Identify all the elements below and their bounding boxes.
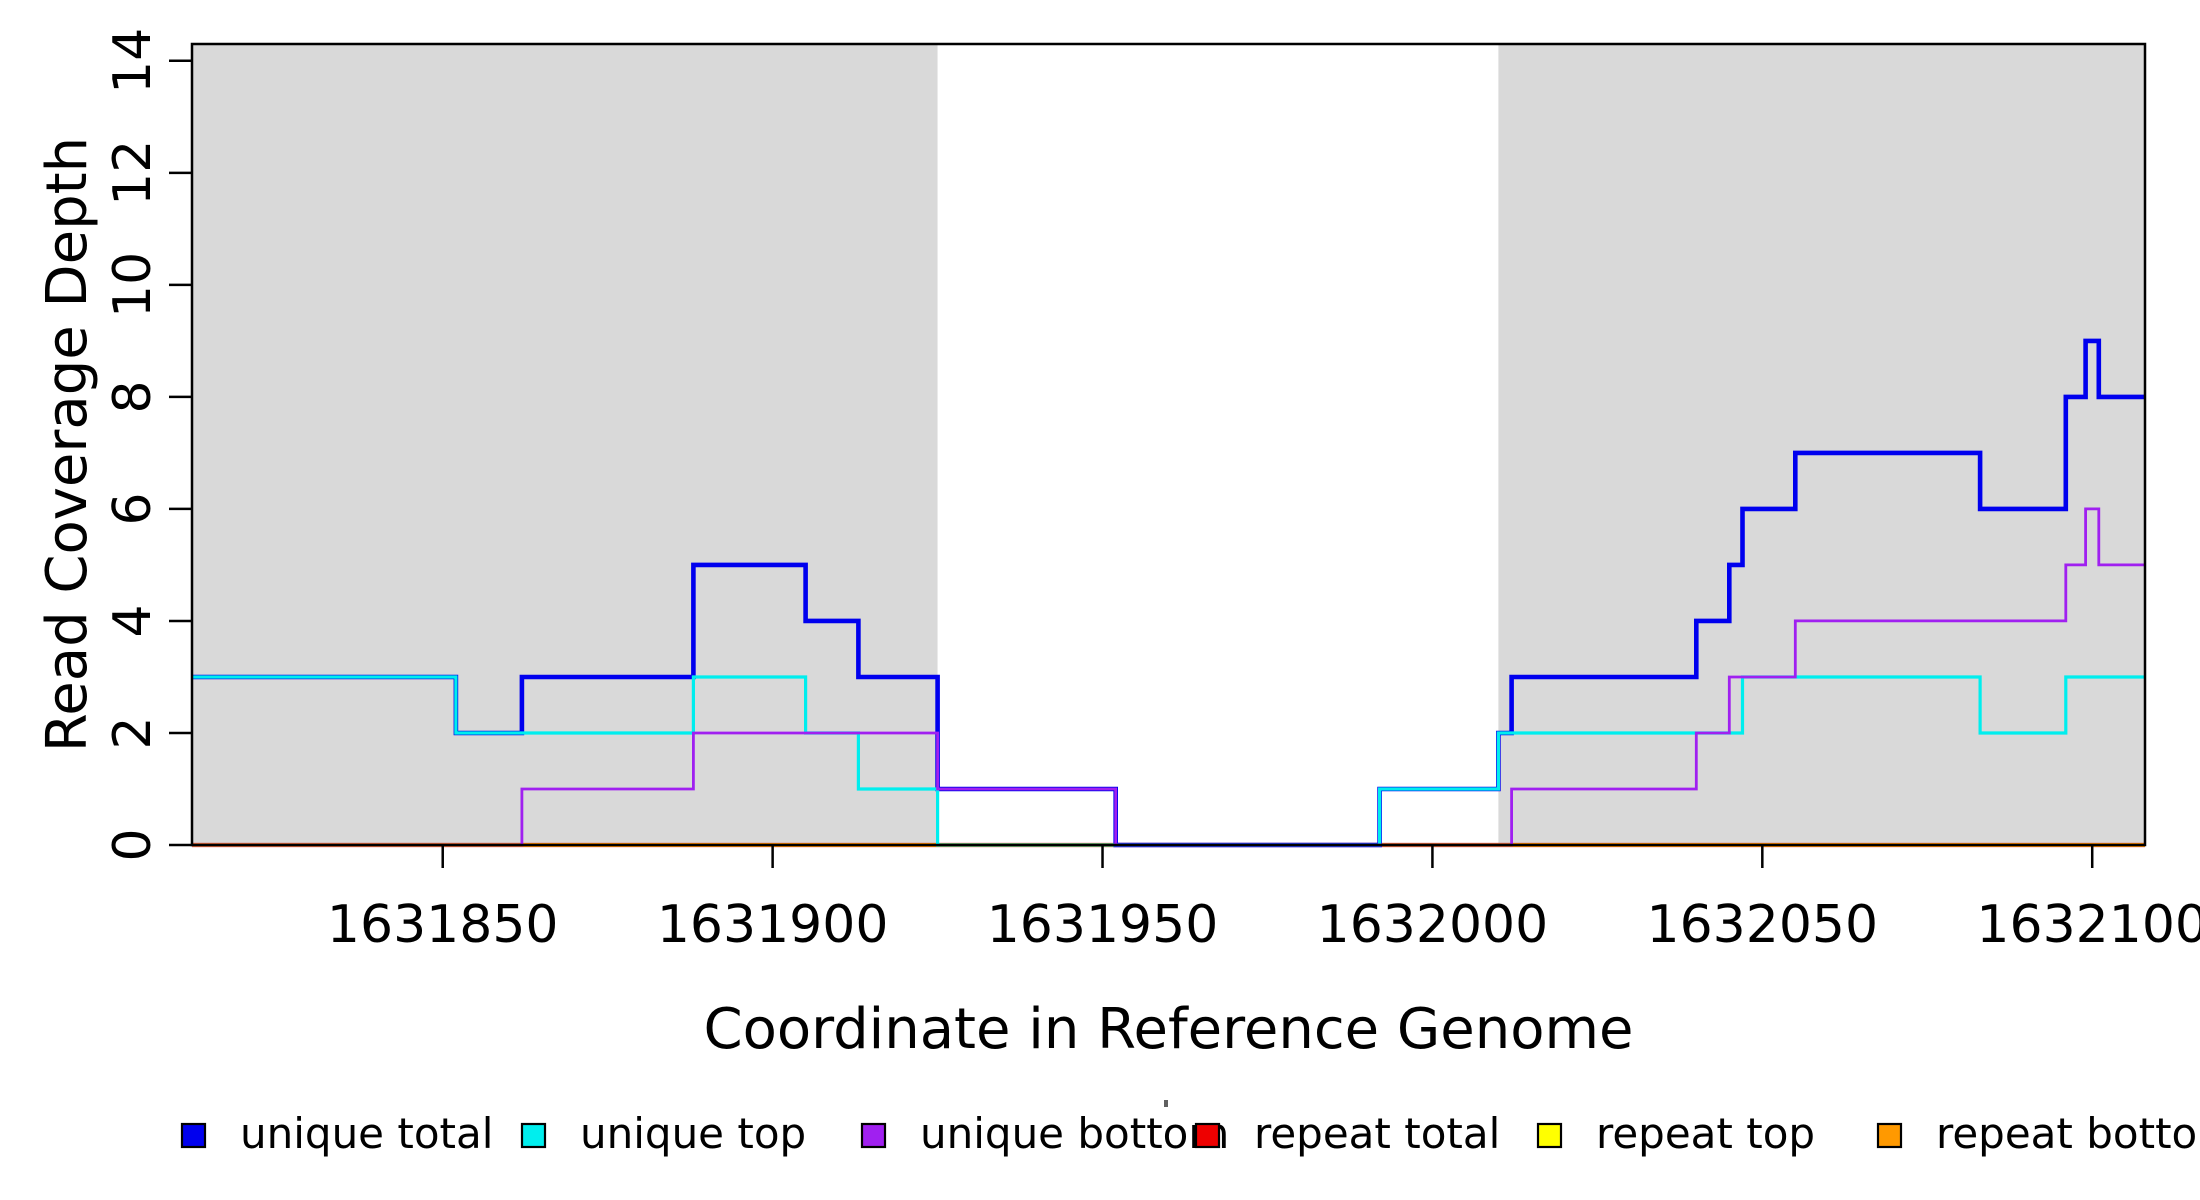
- legend-label: repeat total: [1254, 1109, 1500, 1158]
- y-tick-label: 8: [103, 380, 163, 413]
- repeat-bottom-swatch: [1876, 1122, 1903, 1149]
- shaded-region: [192, 44, 938, 845]
- y-axis-title: Read Coverage Depth: [35, 137, 100, 752]
- shaded-regions: [192, 44, 2145, 845]
- x-tick-label: 1631900: [657, 895, 889, 955]
- x-axis: 1631850 1631900 1631950 1632000 1632050 16321…: [327, 845, 2200, 955]
- y-tick-label: 4: [103, 604, 163, 637]
- y-tick-label: 6: [103, 492, 163, 525]
- legend-item-repeat-top: repeat top: [1536, 1109, 1815, 1158]
- unique-bottom-swatch: [860, 1122, 887, 1149]
- x-tick-label: 1631850: [327, 895, 559, 955]
- x-tick-label: 1632000: [1317, 895, 1549, 955]
- repeat-total-swatch: [1194, 1122, 1221, 1149]
- legend: unique total unique top unique bottom re…: [180, 1100, 2200, 1158]
- legend-label: unique top: [580, 1109, 806, 1158]
- unique-top-swatch: [520, 1122, 547, 1149]
- stray-mark: [1164, 1100, 1168, 1107]
- legend-item-repeat-total: repeat total: [1194, 1109, 1500, 1158]
- y-tick-label: 0: [103, 828, 163, 861]
- legend-item-unique-total: unique total: [180, 1109, 493, 1158]
- x-tick-label: 1632100: [1976, 895, 2200, 955]
- y-tick-label: 2: [103, 716, 163, 749]
- unique-total-swatch: [180, 1122, 207, 1149]
- legend-label: repeat top: [1596, 1109, 1815, 1158]
- y-tick-label: 14: [103, 28, 163, 94]
- legend-item-unique-top: unique top: [520, 1109, 806, 1158]
- legend-item-unique-bottom: unique bottom: [860, 1109, 1229, 1158]
- series-line-unique-bottom: [192, 507, 2145, 847]
- x-axis-title: Coordinate in Reference Genome: [703, 997, 1633, 1062]
- y-tick-label: 12: [103, 140, 163, 206]
- shaded-region: [1498, 44, 2145, 845]
- x-tick-label: 1631950: [987, 895, 1219, 955]
- y-tick-label: 10: [103, 252, 163, 318]
- x-tick-label: 1632050: [1647, 895, 1879, 955]
- plot-frame: [190, 42, 2147, 847]
- y-axis: 0 2 4 6 8 10 12 14: [103, 28, 192, 862]
- legend-label: unique total: [240, 1109, 493, 1158]
- repeat-top-swatch: [1536, 1122, 1563, 1149]
- legend-label: repeat bottom: [1936, 1109, 2200, 1158]
- legend-item-repeat-bottom: repeat bottom: [1876, 1109, 2200, 1158]
- legend-label: unique bottom: [920, 1109, 1229, 1158]
